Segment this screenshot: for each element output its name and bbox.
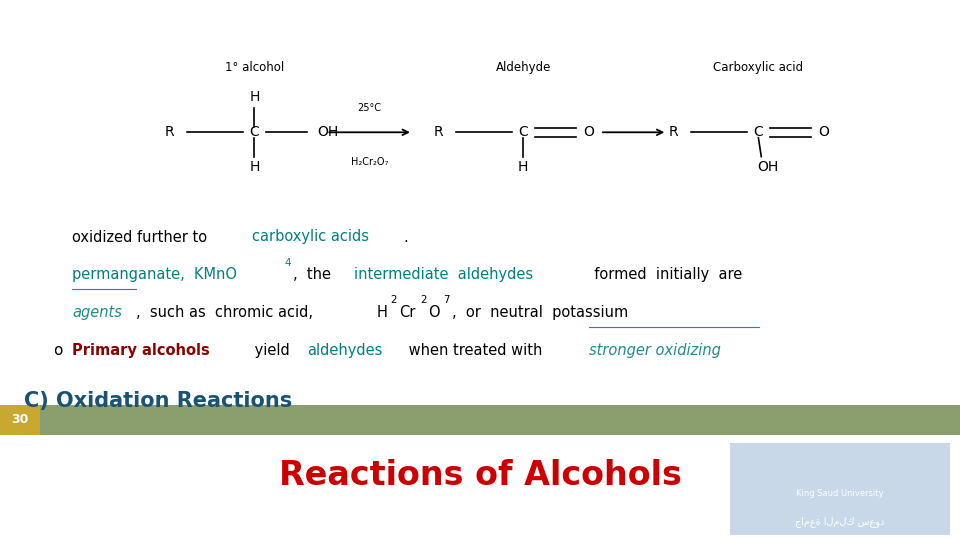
Text: oxidized further to: oxidized further to — [72, 230, 212, 245]
Text: 25°C: 25°C — [357, 103, 382, 113]
Text: formed  initially  are: formed initially are — [586, 267, 743, 282]
Text: OH: OH — [757, 160, 779, 174]
Text: carboxylic acids: carboxylic acids — [252, 230, 370, 245]
FancyBboxPatch shape — [0, 405, 40, 435]
Text: Carboxylic acid: Carboxylic acid — [713, 61, 804, 74]
Text: H: H — [250, 90, 259, 104]
Text: C: C — [250, 125, 259, 139]
Text: when treated with: when treated with — [404, 343, 547, 358]
Text: 2: 2 — [391, 295, 397, 306]
FancyBboxPatch shape — [0, 405, 960, 435]
Text: R: R — [165, 125, 175, 139]
Text: C) Oxidation Reactions: C) Oxidation Reactions — [24, 392, 292, 411]
Text: H: H — [518, 160, 528, 174]
Text: 4: 4 — [285, 258, 292, 268]
Text: King Saud University: King Saud University — [796, 489, 884, 498]
Text: OH: OH — [318, 125, 339, 139]
Text: Reactions of Alcohols: Reactions of Alcohols — [278, 458, 682, 492]
Text: stronger oxidizing: stronger oxidizing — [588, 343, 721, 358]
Text: ,  the: , the — [294, 267, 341, 282]
Text: ,  such as  chromic acid,: , such as chromic acid, — [136, 305, 323, 320]
Text: .: . — [403, 230, 408, 245]
Text: 30: 30 — [12, 413, 29, 426]
Text: Cr: Cr — [399, 305, 416, 320]
Text: C: C — [518, 125, 528, 139]
Text: H: H — [376, 305, 388, 320]
Text: جامعة الملك سعود: جامعة الملك سعود — [795, 516, 885, 526]
Text: R: R — [669, 125, 679, 139]
Text: O: O — [428, 305, 440, 320]
Text: H: H — [250, 160, 259, 174]
Text: permanganate,  KMnO: permanganate, KMnO — [72, 267, 237, 282]
Text: intermediate  aldehydes: intermediate aldehydes — [354, 267, 534, 282]
Text: 2: 2 — [420, 295, 426, 306]
Text: O: O — [583, 125, 594, 139]
Text: H₂Cr₂O₇: H₂Cr₂O₇ — [351, 157, 388, 167]
Text: o: o — [53, 343, 62, 358]
Text: ,  or  neutral  potassium: , or neutral potassium — [451, 305, 628, 320]
FancyBboxPatch shape — [730, 443, 950, 535]
Text: O: O — [818, 125, 829, 139]
Text: 7: 7 — [444, 295, 450, 306]
Text: Primary alcohols: Primary alcohols — [72, 343, 209, 358]
Text: aldehydes: aldehydes — [307, 343, 382, 358]
Text: agents: agents — [72, 305, 122, 320]
Text: yield: yield — [250, 343, 294, 358]
Text: 1° alcohol: 1° alcohol — [225, 61, 284, 74]
Text: R: R — [434, 125, 444, 139]
Text: Aldehyde: Aldehyde — [495, 61, 551, 74]
Text: C: C — [754, 125, 763, 139]
